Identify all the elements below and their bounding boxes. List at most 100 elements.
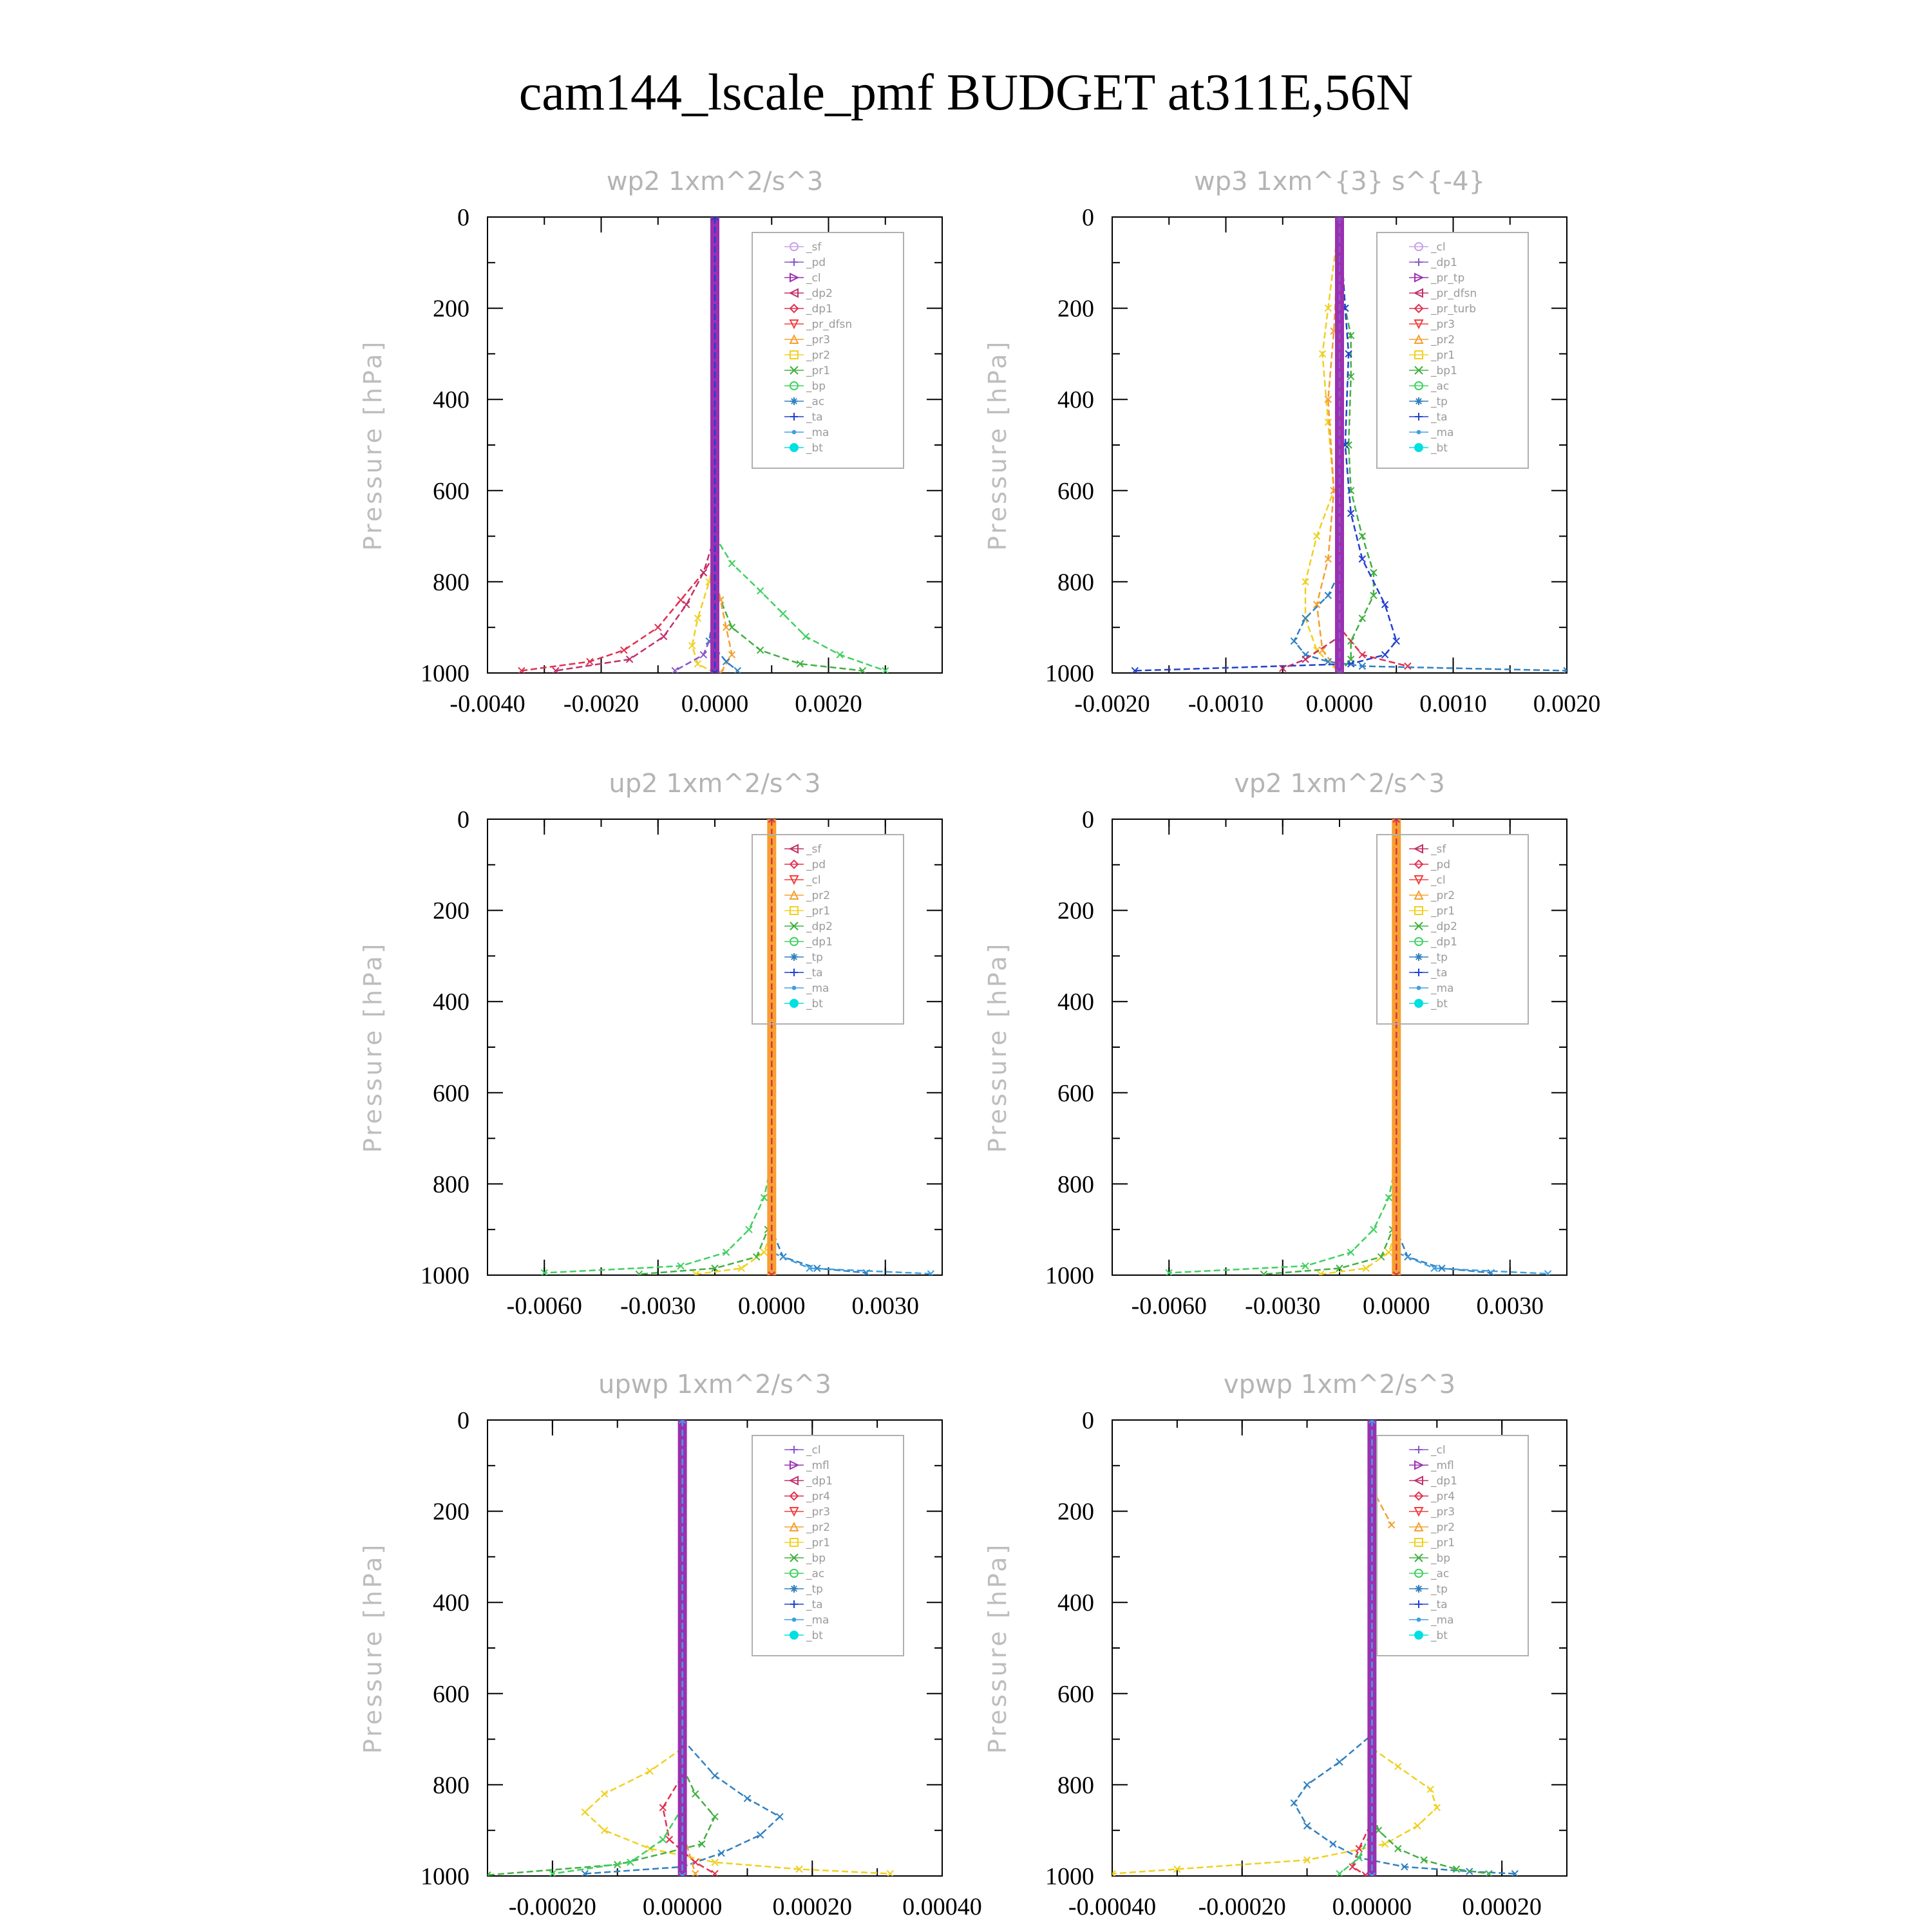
series-line-2 (1112, 1420, 1438, 1875)
series-point (737, 1264, 745, 1273)
series-point (1420, 1856, 1428, 1864)
series-point (1355, 1844, 1363, 1853)
legend-label: _pr3 (1430, 1506, 1455, 1519)
legend-box (1376, 1435, 1529, 1656)
legend-marker (1414, 303, 1424, 314)
legend-label: _ma (806, 1614, 829, 1627)
series-point (581, 1808, 589, 1816)
series-point (1336, 1870, 1343, 1876)
legend-label: _dp2 (806, 920, 833, 933)
series-point (540, 1269, 548, 1275)
series-point (671, 667, 679, 673)
series-point (768, 819, 775, 823)
series-point (488, 1871, 491, 1876)
series-point (1349, 1863, 1356, 1871)
x-tick-label: 0.00000 (1332, 1893, 1412, 1920)
legend-label: _ma (1430, 982, 1454, 995)
legend-marker (790, 922, 799, 931)
legend-label: _dp1 (1430, 936, 1457, 949)
y-tick-label: 600 (433, 478, 469, 505)
series-point (692, 1270, 700, 1275)
panel-title: up2 1xm^2/s^3 (609, 769, 820, 799)
y-tick-label: 400 (1057, 989, 1094, 1016)
legend-marker (1415, 969, 1423, 976)
legend-marker (789, 1491, 799, 1501)
series-point (1303, 1781, 1311, 1789)
legend-box (752, 232, 904, 469)
legend-marker (1414, 906, 1423, 915)
y-tick-label: 200 (433, 1499, 469, 1526)
legend-label: _pr_tp (1430, 272, 1464, 285)
series-point (1324, 304, 1332, 312)
legend-marker (1414, 1521, 1424, 1531)
series-point (600, 1790, 609, 1798)
y-tick-label: 600 (1057, 478, 1094, 505)
series-point (1302, 578, 1309, 586)
series-point (692, 1790, 699, 1798)
legend-marker (790, 242, 799, 251)
x-tick-label: -0.00020 (1198, 1893, 1286, 1920)
panel-title: vp2 1xm^2/s^3 (1234, 769, 1445, 799)
legend-marker (790, 937, 799, 946)
series-point (692, 1870, 699, 1876)
x-tick-label: 0.0000 (1363, 1293, 1430, 1320)
panel-6: vpwp 1xm^2/s^3 Pressure [hPa] 0 200 400 600 80… (983, 1370, 1567, 1920)
legend-label: _ac (806, 395, 824, 408)
series-point (1358, 662, 1367, 670)
legend-label: _ta (1430, 411, 1448, 424)
panel-3: up2 1xm^2/s^3 Pressure [hPa] 0 200 400 600 800… (359, 769, 943, 1320)
legend-label: _ta (806, 411, 823, 424)
legend-marker (1414, 937, 1423, 946)
series-point (1302, 656, 1309, 663)
y-axis-label: Pressure [hPa] (359, 1542, 387, 1754)
series-point (1329, 1840, 1337, 1848)
legend-label: _pr2 (806, 349, 830, 362)
series-point (1370, 591, 1378, 600)
legend-label: _cl (1430, 241, 1446, 254)
legend-label: _ma (806, 426, 829, 439)
legend-marker (1416, 985, 1421, 990)
legend-marker (1414, 272, 1425, 283)
series-point (806, 1264, 813, 1273)
legend-label: _pr3 (1430, 318, 1455, 331)
panel-title: wp3 1xm^{3} s^{-4} (1194, 167, 1485, 196)
legend-label: _cl (806, 874, 821, 887)
panel-4: vp2 1xm^2/s^3 Pressure [hPa] 0 200 400 600 800… (983, 769, 1567, 1320)
legend-label: _bt (806, 1629, 823, 1642)
legend-label: _cl (1430, 874, 1446, 887)
legend-label: _pr4 (806, 1490, 830, 1503)
y-tick-label: 800 (433, 1772, 469, 1799)
x-tick-label: -0.0030 (620, 1293, 696, 1320)
legend-label: _pr_turb (1430, 303, 1476, 316)
legend-marker (1414, 334, 1424, 344)
series-point (1511, 1870, 1519, 1876)
plot-frame (1112, 1419, 1567, 1877)
legend-marker (789, 1521, 799, 1531)
plot-frame (487, 1419, 943, 1877)
y-tick-label: 800 (433, 569, 469, 596)
series-point (699, 650, 708, 659)
legend-label: _bp (806, 380, 826, 393)
legend-label: _pr1 (1430, 349, 1455, 362)
series-point (886, 1870, 895, 1876)
legend-box (1376, 834, 1529, 1025)
y-axis-label: Pressure [hPa] (983, 339, 1012, 551)
series-line-6 (1338, 217, 1408, 667)
legend-label: _pr1 (806, 905, 830, 918)
legend-label: _ac (806, 1567, 824, 1580)
legend-label: _cl (806, 272, 821, 285)
legend-label: _cl (806, 1444, 821, 1457)
series-point (518, 667, 526, 673)
series-point (1358, 614, 1367, 622)
series-point (1370, 1226, 1378, 1233)
legend-label: _pr2 (1430, 889, 1455, 902)
series-point (1312, 532, 1321, 540)
legend-marker (1414, 922, 1423, 931)
legend-marker (1414, 859, 1424, 869)
y-axis-label: Pressure [hPa] (983, 1542, 1012, 1754)
series-point (678, 1872, 687, 1876)
series-point (1404, 662, 1412, 670)
x-tick-label: 0.0030 (852, 1293, 920, 1320)
y-tick-label: 800 (1057, 1171, 1094, 1198)
